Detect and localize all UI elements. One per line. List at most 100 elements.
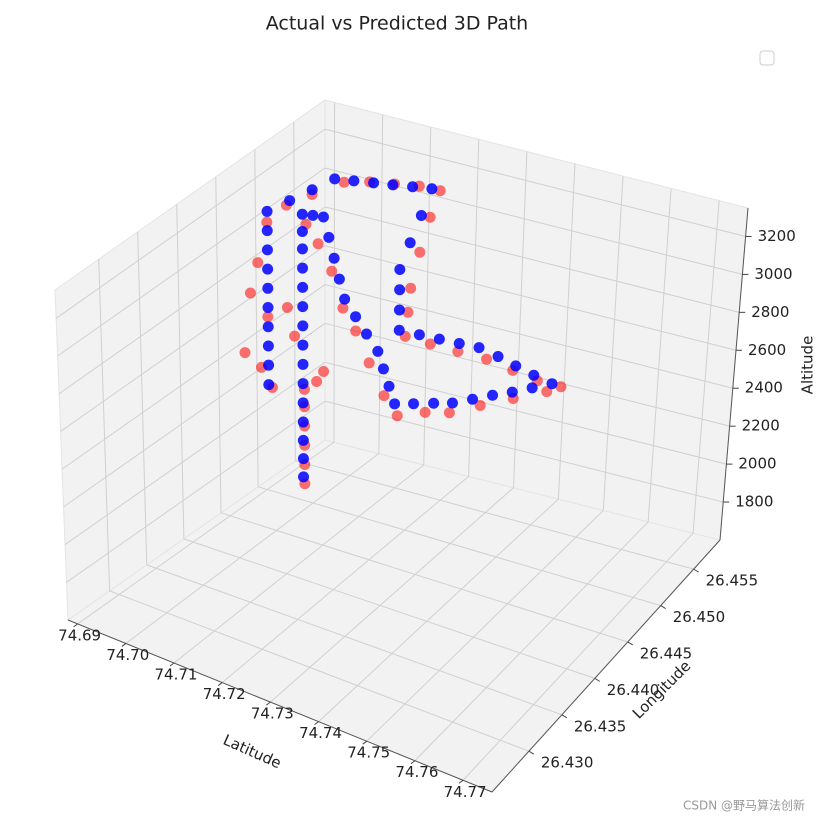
point [405, 282, 417, 294]
grid-line [109, 590, 530, 752]
grid-line [173, 464, 425, 664]
grid-line [183, 538, 595, 679]
point [506, 386, 518, 398]
z-tick-label: 3000 [754, 265, 792, 283]
point [487, 389, 499, 401]
grid-line [63, 323, 326, 508]
point [307, 209, 319, 221]
z-tick-label: 1800 [735, 493, 773, 511]
tick-mark [217, 682, 223, 686]
grid-line [602, 176, 624, 511]
grid-line [146, 564, 563, 716]
grid-line [692, 200, 720, 534]
grid-line [293, 121, 296, 461]
grid-line [66, 400, 326, 583]
point [281, 302, 293, 314]
grid-line [324, 322, 730, 427]
x-tick-label: 74.76 [395, 763, 438, 781]
point [446, 397, 458, 409]
grid-line [295, 460, 694, 570]
grid-line [324, 245, 737, 351]
grid-line [318, 498, 559, 723]
point [378, 390, 390, 402]
point [492, 351, 504, 363]
tick-mark [169, 662, 175, 667]
point [289, 330, 301, 342]
x-tick-label: 74.77 [444, 783, 487, 801]
tick-mark [121, 643, 127, 647]
point [474, 399, 486, 411]
grid-line [55, 128, 326, 319]
z-tick-label: 2200 [742, 417, 780, 435]
y-tick-label: 26.450 [673, 608, 726, 626]
point [372, 345, 384, 357]
grid-line [98, 259, 111, 591]
point [297, 339, 309, 351]
point [408, 398, 420, 410]
point [481, 353, 493, 365]
point [252, 257, 264, 269]
grid-line [61, 284, 326, 470]
point [297, 378, 309, 390]
point [306, 184, 318, 196]
point [326, 265, 338, 277]
point [510, 360, 522, 372]
point [329, 173, 341, 185]
grid-line [125, 453, 380, 644]
chart-title: Actual vs Predicted 3D Path [266, 13, 528, 35]
grid-line [324, 128, 746, 237]
x-axis-label: Latitude [220, 731, 284, 773]
point [297, 262, 309, 274]
point [297, 320, 309, 332]
x-tick-label: 74.69 [58, 626, 101, 644]
y-tick-label: 26.455 [706, 572, 759, 590]
x-tick-label: 74.74 [299, 724, 342, 742]
point [526, 382, 538, 394]
point [413, 329, 425, 341]
y-tick-label: 26.435 [574, 717, 627, 735]
grid-line [137, 231, 148, 565]
point [328, 252, 340, 264]
grid-line [176, 204, 185, 539]
point [428, 397, 440, 409]
point [337, 302, 349, 314]
grid-line [57, 167, 326, 357]
grid-line [60, 245, 326, 432]
tick-mark [362, 740, 368, 745]
point [393, 324, 405, 336]
point [528, 369, 540, 381]
axis-line [491, 539, 721, 793]
grid-line [366, 510, 604, 742]
point [443, 407, 455, 419]
point [546, 378, 558, 390]
tick-mark [266, 701, 271, 706]
grid-line [220, 512, 628, 643]
x-tick-label: 74.75 [347, 744, 390, 762]
grid-line [324, 206, 740, 313]
point [297, 301, 309, 313]
grid-line [468, 139, 480, 477]
point [419, 406, 431, 418]
point [363, 357, 375, 369]
y-tick-label: 26.440 [607, 681, 660, 699]
point [262, 282, 274, 294]
point [415, 210, 427, 222]
point [350, 325, 362, 337]
point [555, 381, 567, 393]
point [261, 205, 273, 217]
grid-line [254, 149, 259, 487]
point [414, 246, 426, 258]
tick-mark [627, 641, 634, 646]
point [262, 263, 274, 275]
point [339, 293, 351, 305]
point [263, 379, 275, 391]
tick-mark [458, 779, 464, 784]
x-tick-label: 74.73 [251, 705, 294, 723]
tick-mark [314, 721, 319, 726]
x-tick-label: 74.71 [155, 666, 198, 684]
tick-mark [594, 677, 601, 682]
grid-line [270, 487, 514, 703]
x-tick-label: 74.70 [106, 646, 149, 664]
point [404, 237, 416, 249]
point [297, 453, 309, 465]
